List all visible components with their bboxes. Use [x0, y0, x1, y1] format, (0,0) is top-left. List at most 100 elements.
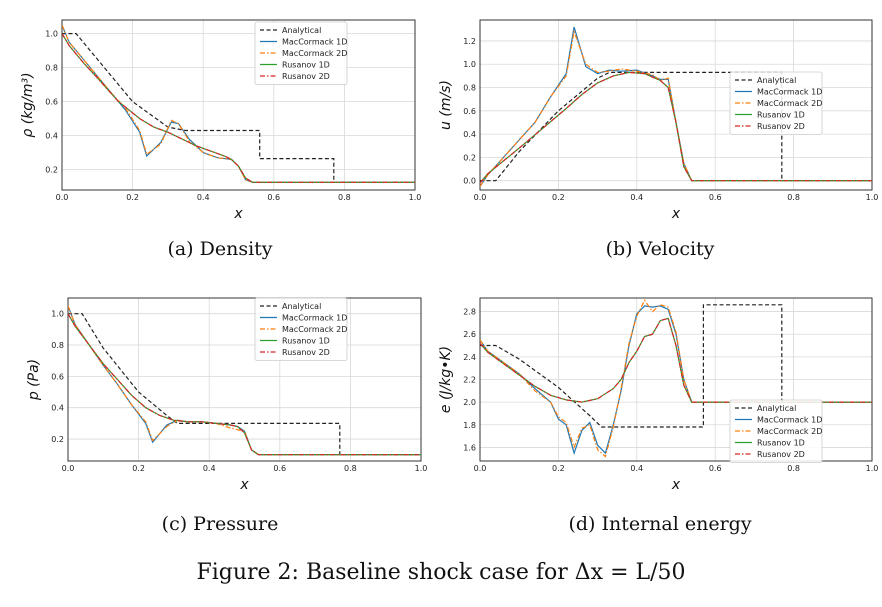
legend-label-rusanov-1d: Rusanov 1D [757, 439, 805, 448]
y-tick-label: 0.0 [463, 177, 476, 186]
series-line-rusanov-2d [480, 317, 872, 403]
plot-frame [67, 297, 422, 462]
x-tick-label: 0.6 [709, 464, 722, 473]
series-line-maccormack-1d [62, 24, 415, 183]
legend-label-analytical: Analytical [282, 26, 321, 35]
y-tick-label: 0.8 [463, 84, 476, 93]
series-line-maccormack-1d [480, 305, 872, 456]
x-tick-label: 0.8 [787, 464, 800, 473]
legend-label-rusanov-1d: Rusanov 1D [282, 61, 330, 70]
x-tick-label: 0.4 [630, 193, 643, 202]
y-tick-label: 2.0 [463, 398, 476, 407]
x-tick-label: 0.2 [126, 193, 139, 202]
y-tick-label: 0.4 [51, 404, 64, 413]
y-tick-label: 0.2 [45, 166, 58, 175]
internal-energy-plot-svg: 0.0 0.2 0.4 0.6 0.8 1.0 1.6 1.8 2.0 2.2 2.4 2.6 2.8 x… [438, 297, 879, 493]
series-line-rusanov-2d [68, 313, 421, 456]
legend-box [254, 297, 348, 361]
plot-frame [479, 19, 873, 191]
x-tick-label: 1.0 [866, 193, 879, 202]
y-tick-label: 1.8 [463, 421, 476, 430]
velocity-chart: 0.0 0.2 0.4 0.6 0.8 1.0 0.0 0.2 0.4 0.6 0.8 1.0 1.2 x… [438, 8, 880, 232]
series-line-rusanov-2d [480, 71, 872, 184]
x-tick-label: 0.0 [474, 193, 487, 202]
y-axis-label: ρ (kg/m³) [20, 72, 36, 137]
legend-label-rusanov-2d: Rusanov 2D [757, 122, 805, 131]
y-tick-label: 0.8 [45, 64, 58, 73]
x-tick-label: 1.0 [866, 464, 879, 473]
legend-label-maccormack-1d: MacCormack 1D [757, 88, 822, 97]
legend-label-rusanov-2d: Rusanov 2D [282, 72, 330, 81]
x-tick-label: 0.4 [197, 193, 210, 202]
legend: Analytical MacCormack 1D MacCormack 2D Rusa… [729, 399, 823, 463]
legend: Analytical MacCormack 1D MacCormack 2D Rusa… [729, 71, 823, 135]
y-tick-label: 0.6 [463, 107, 476, 116]
legend-box [254, 21, 348, 85]
x-tick-label: 0.6 [709, 193, 722, 202]
x-tick-label: 0.4 [203, 464, 216, 473]
series-line-analytical [480, 304, 872, 428]
y-axis-label: u (m/s) [438, 80, 454, 130]
legend-label-maccormack-2d: MacCormack 2D [282, 325, 347, 334]
x-tick-label: 1.0 [409, 193, 422, 202]
x-tick-label: 0.0 [62, 464, 75, 473]
x-tick-label: 0.8 [787, 193, 800, 202]
x-tick-label: 1.0 [415, 464, 428, 473]
velocity-caption: (b) Velocity [605, 238, 715, 260]
x-tick-label: 0.8 [344, 464, 357, 473]
legend-label-rusanov-2d: Rusanov 2D [757, 450, 805, 459]
series-group [480, 26, 872, 187]
legend-label-maccormack-2d: MacCormack 2D [757, 427, 822, 436]
internal-energy-caption: (d) Internal energy [568, 513, 752, 535]
legend-label-maccormack-1d: MacCormack 1D [757, 416, 822, 425]
x-tick-label: 0.8 [338, 193, 351, 202]
series-line-maccormack-2d [480, 299, 872, 458]
grid-lines [67, 298, 422, 461]
y-tick-label: 0.2 [463, 153, 476, 162]
legend-label-maccormack-2d: MacCormack 2D [282, 49, 347, 58]
y-tick-label: 2.6 [463, 330, 476, 339]
y-tick-label: 0.6 [45, 98, 58, 107]
x-axis-label: x [233, 206, 243, 222]
y-tick-label: 2.4 [463, 353, 476, 362]
legend-label-rusanov-2d: Rusanov 2D [282, 348, 330, 357]
x-tick-label: 0.6 [273, 464, 286, 473]
plot-frame [61, 19, 416, 191]
series-line-maccormack-2d [62, 24, 415, 183]
pressure-caption: (c) Pressure [161, 513, 279, 535]
x-tick-label: 0.4 [630, 464, 643, 473]
x-tick-label: 0.6 [267, 193, 280, 202]
series-line-rusanov-2d [62, 33, 415, 183]
x-axis-label: x [239, 477, 249, 493]
pressure-plot-svg: 0.0 0.2 0.4 0.6 0.8 1.0 0.2 0.4 0.6 0.8 1.0 x p (Pa)… [26, 297, 428, 493]
legend-box [729, 71, 823, 135]
series-line-analytical [68, 313, 421, 456]
legend: Analytical MacCormack 1D MacCormack 2D Rusa… [254, 21, 348, 85]
density-chart: 0.0 0.2 0.4 0.6 0.8 1.0 0.2 0.4 0.6 0.8 1.0 x ρ (kg/… [0, 8, 430, 232]
y-axis-label: e (J/kg•K) [438, 346, 454, 413]
series-line-analytical [480, 71, 872, 182]
y-tick-label: 1.0 [51, 310, 64, 319]
plot-frame [479, 297, 873, 462]
x-axis-label: x [671, 206, 681, 222]
legend-label-analytical: Analytical [282, 302, 321, 311]
y-tick-label: 1.2 [463, 37, 476, 46]
legend-box [729, 399, 823, 463]
x-tick-label: 0.2 [132, 464, 145, 473]
y-axis-label: p (Pa) [26, 359, 42, 401]
legend-label-maccormack-1d: MacCormack 1D [282, 38, 347, 47]
legend-label-rusanov-1d: Rusanov 1D [282, 337, 330, 346]
y-tick-label: 0.4 [45, 132, 58, 141]
velocity-plot-svg: 0.0 0.2 0.4 0.6 0.8 1.0 0.0 0.2 0.4 0.6 0.8 1.0 1.2 x… [438, 19, 879, 222]
x-tick-label: 0.2 [552, 193, 565, 202]
y-tick-label: 0.8 [51, 341, 64, 350]
figure-caption: Figure 2: Baseline shock case for Δx = L… [196, 560, 686, 585]
legend-label-maccormack-1d: MacCormack 1D [282, 314, 347, 323]
legend-label-analytical: Analytical [757, 76, 796, 85]
pressure-chart: 0.0 0.2 0.4 0.6 0.8 1.0 0.2 0.4 0.6 0.8 1.0 x p (Pa)… [0, 288, 430, 507]
grid-lines [61, 20, 416, 190]
series-group [480, 299, 872, 458]
y-tick-label: 0.4 [463, 130, 476, 139]
legend-label-analytical: Analytical [757, 404, 796, 413]
